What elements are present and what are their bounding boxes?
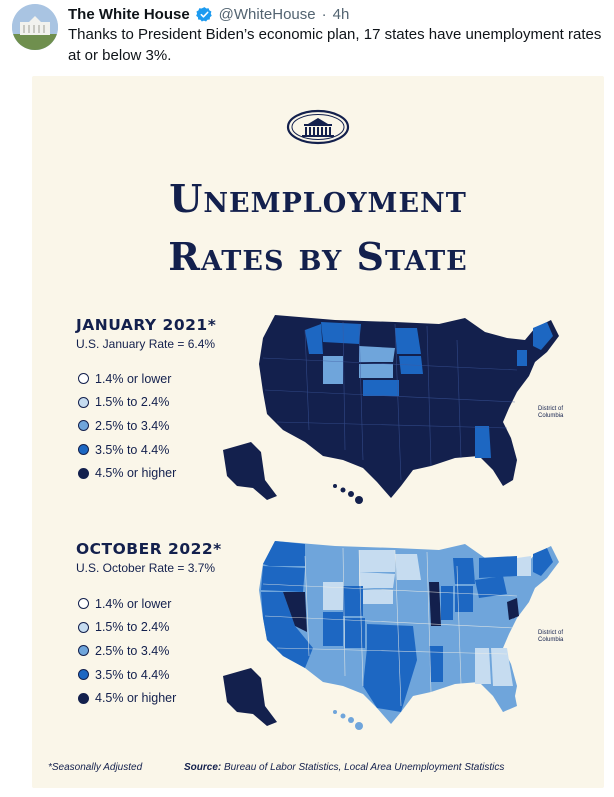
legend-swatch	[78, 420, 89, 432]
state-al	[475, 648, 491, 684]
legend-oct-2022: 1.4% or lower 1.5% to 2.4% 2.5% to 3.4% …	[78, 592, 176, 710]
state-me	[533, 548, 553, 576]
source-label: Source:	[184, 762, 222, 773]
state-ca	[261, 592, 313, 668]
state-nh-vt	[517, 350, 527, 366]
state-az	[323, 612, 343, 646]
legend-item: 2.5% to 3.4%	[78, 414, 176, 438]
panel-subtitle: U.S. January Rate = 6.4%	[76, 337, 216, 351]
state-mn	[395, 554, 421, 580]
state-ak	[223, 442, 277, 500]
state-nv	[283, 592, 307, 632]
state-mn	[395, 328, 421, 354]
legend-swatch	[78, 669, 89, 681]
legend-swatch	[78, 598, 89, 610]
state-ne	[359, 364, 393, 378]
legend-swatch	[78, 645, 89, 657]
state-sd	[359, 346, 395, 362]
legend-item: 3.5% to 4.4%	[78, 438, 176, 462]
state-al	[475, 426, 491, 458]
legend-jan-2021: 1.4% or lower 1.5% to 2.4% 2.5% to 3.4% …	[78, 367, 176, 485]
state-vt-nh	[517, 556, 531, 576]
separator: ·	[321, 5, 327, 23]
state-co	[343, 586, 363, 616]
legend-item: 4.5% or higher	[78, 461, 176, 485]
legend-swatch	[78, 621, 89, 633]
dc-marker	[510, 613, 516, 619]
display-name[interactable]: The White House	[68, 5, 190, 23]
avatar[interactable]	[12, 4, 58, 50]
state-mt	[321, 322, 361, 344]
state-ny	[479, 556, 517, 578]
state-hi	[333, 710, 363, 730]
legend-item: 4.5% or higher	[78, 686, 176, 710]
state-or	[261, 566, 305, 592]
state-ga	[491, 648, 513, 686]
legend-item: 1.5% to 2.4%	[78, 616, 176, 640]
us-map-jan-2021	[223, 315, 559, 504]
panel-oct-2022-header: OCTOBER 2022* U.S. October Rate = 3.7%	[76, 540, 222, 575]
state-de-md	[507, 598, 519, 620]
state-ks	[363, 606, 399, 622]
state-tx	[363, 624, 417, 712]
state-la	[429, 646, 443, 682]
state-nd	[359, 550, 395, 572]
handle[interactable]: @WhiteHouse	[218, 5, 316, 23]
tweet-text: Thanks to President Biden’s economic pla…	[68, 26, 602, 64]
state-me	[533, 322, 553, 350]
state-sd	[359, 572, 395, 588]
title-line-1: Unemployment	[169, 176, 467, 221]
tweet-header: The White House @WhiteHouse · 4h	[68, 4, 349, 24]
title-line-2: Rates by State	[168, 234, 468, 279]
footnote: *Seasonally Adjusted	[48, 762, 143, 773]
state-ut	[323, 582, 343, 610]
state-ks	[363, 380, 399, 396]
panel-subtitle: U.S. October Rate = 3.7%	[76, 561, 216, 575]
state-hi	[333, 484, 363, 504]
state-fl	[493, 686, 517, 712]
panel-title: JANUARY 2021*	[76, 316, 217, 334]
legend-swatch	[78, 444, 89, 456]
dc-label: District of Columbia	[538, 406, 564, 419]
verified-badge-icon	[195, 6, 212, 22]
legend-item: 3.5% to 4.4%	[78, 663, 176, 687]
legend-item: 1.4% or lower	[78, 367, 176, 391]
dc-label: District of Columbia	[538, 630, 564, 643]
panel-jan-2021-header: JANUARY 2021* U.S. January Rate = 6.4%	[76, 316, 216, 351]
timestamp[interactable]: 4h	[332, 5, 350, 23]
state-mi	[453, 558, 475, 584]
legend-item: 2.5% to 3.4%	[78, 639, 176, 663]
legend-item: 1.5% to 2.4%	[78, 391, 176, 415]
state-in	[441, 586, 453, 620]
dc-marker	[510, 387, 516, 393]
state-ak	[223, 668, 277, 726]
white-house-logo	[286, 109, 350, 145]
legend-swatch	[78, 373, 89, 385]
source-text: Bureau of Labor Statistics, Local Area U…	[224, 762, 505, 773]
legend-swatch	[78, 467, 89, 479]
state-ne	[359, 590, 393, 604]
state-ut	[323, 356, 343, 384]
infographic-image[interactable]: Unemployment Rates by State JANUARY 2021…	[32, 76, 604, 788]
source-line: Source: Bureau of Labor Statistics, Loca…	[184, 762, 504, 773]
state-il	[429, 582, 441, 626]
state-nm	[345, 618, 365, 648]
state-pa	[475, 576, 507, 598]
state-id	[305, 324, 323, 354]
legend-swatch	[78, 396, 89, 408]
panel-title: OCTOBER 2022*	[76, 540, 222, 558]
state-wa	[263, 541, 305, 566]
us-map-oct-2022	[223, 541, 559, 730]
state-oh	[455, 586, 473, 612]
legend-item: 1.4% or lower	[78, 592, 176, 616]
legend-swatch	[78, 692, 89, 704]
